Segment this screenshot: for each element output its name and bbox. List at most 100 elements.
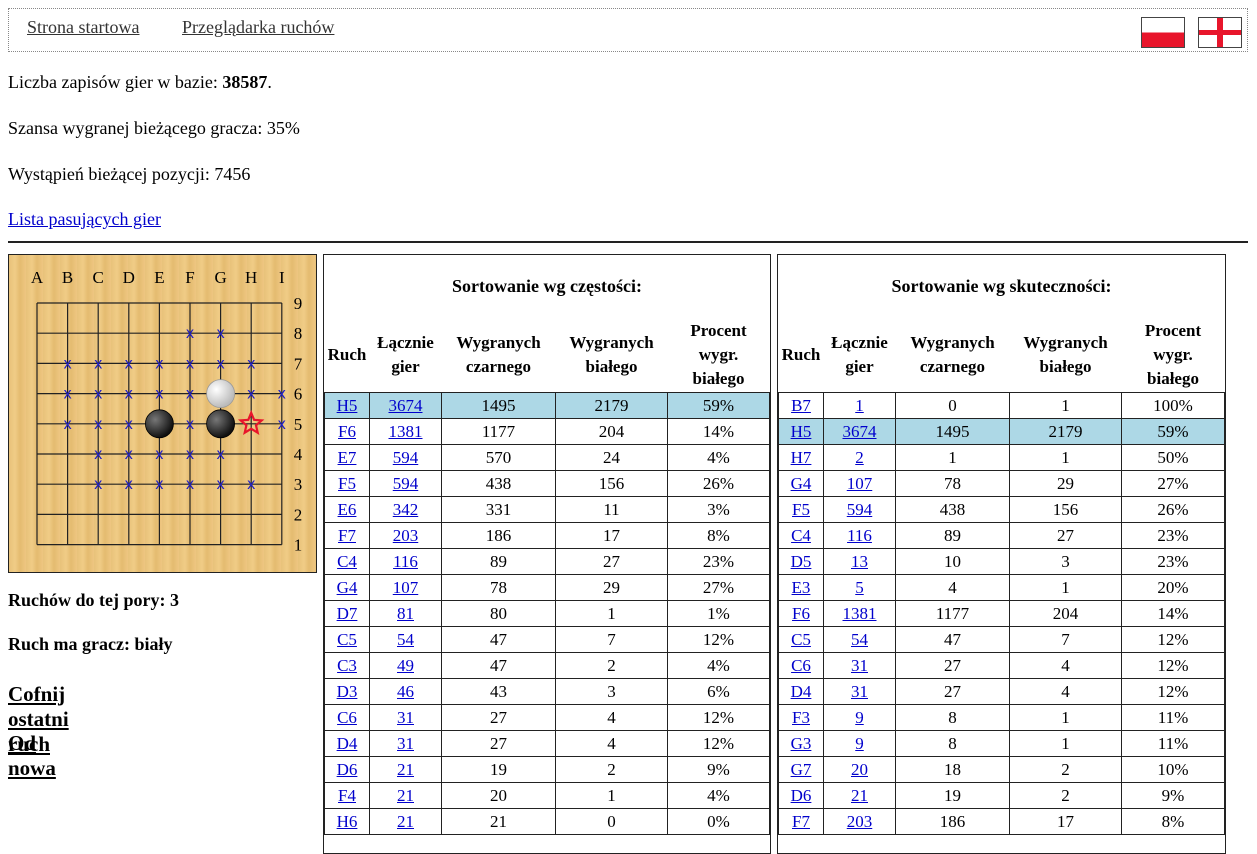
move-link[interactable]: B7: [791, 395, 811, 415]
move-link[interactable]: H5: [336, 395, 358, 415]
games-count-link[interactable]: 49: [397, 655, 414, 675]
move-link[interactable]: E3: [791, 577, 811, 597]
move-link[interactable]: F6: [338, 421, 356, 441]
games-count-link[interactable]: 1381: [388, 421, 423, 441]
games-count-link[interactable]: 9: [855, 707, 864, 727]
candidate-move-marker[interactable]: x: [247, 476, 255, 493]
move-link[interactable]: F7: [792, 811, 810, 831]
games-count-link[interactable]: 5: [855, 577, 864, 597]
candidate-move-marker[interactable]: x: [247, 386, 255, 403]
games-count-link[interactable]: 107: [846, 473, 873, 493]
games-count-link[interactable]: 21: [397, 785, 414, 805]
candidate-move-marker[interactable]: x: [64, 386, 72, 403]
move-link[interactable]: D7: [336, 603, 358, 623]
move-link[interactable]: D6: [790, 785, 812, 805]
matching-games-link[interactable]: Lista pasujących gier: [8, 209, 161, 229]
games-count-link[interactable]: 594: [846, 499, 873, 519]
games-count-link[interactable]: 2: [855, 447, 864, 467]
nav-home-link[interactable]: Strona startowa: [27, 17, 140, 37]
last-move-star-icon[interactable]: [237, 409, 265, 435]
candidate-move-marker[interactable]: x: [155, 446, 163, 463]
games-count-link[interactable]: 31: [851, 681, 868, 701]
candidate-move-marker[interactable]: x: [186, 416, 194, 433]
games-count-link[interactable]: 107: [392, 577, 419, 597]
candidate-move-marker[interactable]: x: [155, 386, 163, 403]
games-count-link[interactable]: 9: [855, 733, 864, 753]
move-link[interactable]: G7: [790, 759, 812, 779]
move-link[interactable]: C4: [791, 525, 811, 545]
english-flag-icon[interactable]: [1198, 17, 1242, 48]
games-count-link[interactable]: 13: [851, 551, 868, 571]
move-link[interactable]: D3: [336, 681, 358, 701]
games-count-link[interactable]: 116: [847, 525, 872, 545]
move-link[interactable]: G3: [790, 733, 812, 753]
games-count-link[interactable]: 54: [851, 629, 868, 649]
move-link[interactable]: H7: [790, 447, 812, 467]
move-link[interactable]: F4: [338, 785, 356, 805]
games-count-link[interactable]: 594: [392, 447, 419, 467]
move-link[interactable]: C6: [791, 655, 811, 675]
games-count-link[interactable]: 3674: [388, 395, 423, 415]
nav-move-browser-link[interactable]: Przeglądarka ruchów: [182, 17, 335, 37]
games-count-link[interactable]: 31: [397, 707, 414, 727]
candidate-move-marker[interactable]: x: [155, 476, 163, 493]
candidate-move-marker[interactable]: x: [64, 416, 72, 433]
games-count-link[interactable]: 116: [393, 551, 418, 571]
move-link[interactable]: F5: [338, 473, 356, 493]
move-link[interactable]: F7: [338, 525, 356, 545]
games-count-link[interactable]: 203: [392, 525, 419, 545]
move-link[interactable]: G4: [336, 577, 358, 597]
candidate-move-marker[interactable]: x: [94, 476, 102, 493]
move-link[interactable]: G4: [790, 473, 812, 493]
games-count-link[interactable]: 203: [846, 811, 873, 831]
candidate-move-marker[interactable]: x: [125, 355, 133, 372]
move-link[interactable]: F3: [792, 707, 810, 727]
candidate-move-marker[interactable]: x: [217, 476, 225, 493]
games-count-link[interactable]: 21: [397, 759, 414, 779]
candidate-move-marker[interactable]: x: [217, 446, 225, 463]
move-link[interactable]: H5: [790, 421, 812, 441]
move-link[interactable]: E6: [337, 499, 357, 519]
candidate-move-marker[interactable]: x: [186, 355, 194, 372]
games-count-link[interactable]: 54: [397, 629, 414, 649]
games-count-link[interactable]: 594: [392, 473, 419, 493]
candidate-move-marker[interactable]: x: [217, 325, 225, 342]
candidate-move-marker[interactable]: x: [64, 355, 72, 372]
games-count-link[interactable]: 3674: [842, 421, 877, 441]
candidate-move-marker[interactable]: x: [125, 386, 133, 403]
games-count-link[interactable]: 46: [397, 681, 414, 701]
move-link[interactable]: C5: [791, 629, 811, 649]
candidate-move-marker[interactable]: x: [155, 355, 163, 372]
move-link[interactable]: C4: [337, 551, 357, 571]
restart-link[interactable]: Od nowa: [8, 731, 56, 780]
move-link[interactable]: F6: [792, 603, 810, 623]
candidate-move-marker[interactable]: x: [217, 355, 225, 372]
games-count-link[interactable]: 21: [397, 811, 414, 831]
move-link[interactable]: C3: [337, 655, 357, 675]
move-link[interactable]: C6: [337, 707, 357, 727]
games-count-link[interactable]: 31: [851, 655, 868, 675]
games-count-link[interactable]: 1381: [842, 603, 877, 623]
games-count-link[interactable]: 1: [855, 395, 864, 415]
games-count-link[interactable]: 21: [851, 785, 868, 805]
move-link[interactable]: E7: [337, 447, 357, 467]
candidate-move-marker[interactable]: x: [94, 446, 102, 463]
games-count-link[interactable]: 81: [397, 603, 414, 623]
candidate-move-marker[interactable]: x: [186, 476, 194, 493]
move-link[interactable]: F5: [792, 499, 810, 519]
candidate-move-marker[interactable]: x: [125, 416, 133, 433]
move-link[interactable]: D4: [336, 733, 358, 753]
candidate-move-marker[interactable]: x: [278, 416, 286, 433]
games-count-link[interactable]: 342: [392, 499, 419, 519]
move-link[interactable]: D5: [790, 551, 812, 571]
candidate-move-marker[interactable]: x: [186, 325, 194, 342]
games-count-link[interactable]: 31: [397, 733, 414, 753]
move-link[interactable]: H6: [336, 811, 358, 831]
move-link[interactable]: D6: [336, 759, 358, 779]
candidate-move-marker[interactable]: x: [94, 416, 102, 433]
candidate-move-marker[interactable]: x: [247, 355, 255, 372]
undo-last-move-link[interactable]: Cofnij ostatni ruch: [8, 682, 69, 756]
candidate-move-marker[interactable]: x: [94, 386, 102, 403]
